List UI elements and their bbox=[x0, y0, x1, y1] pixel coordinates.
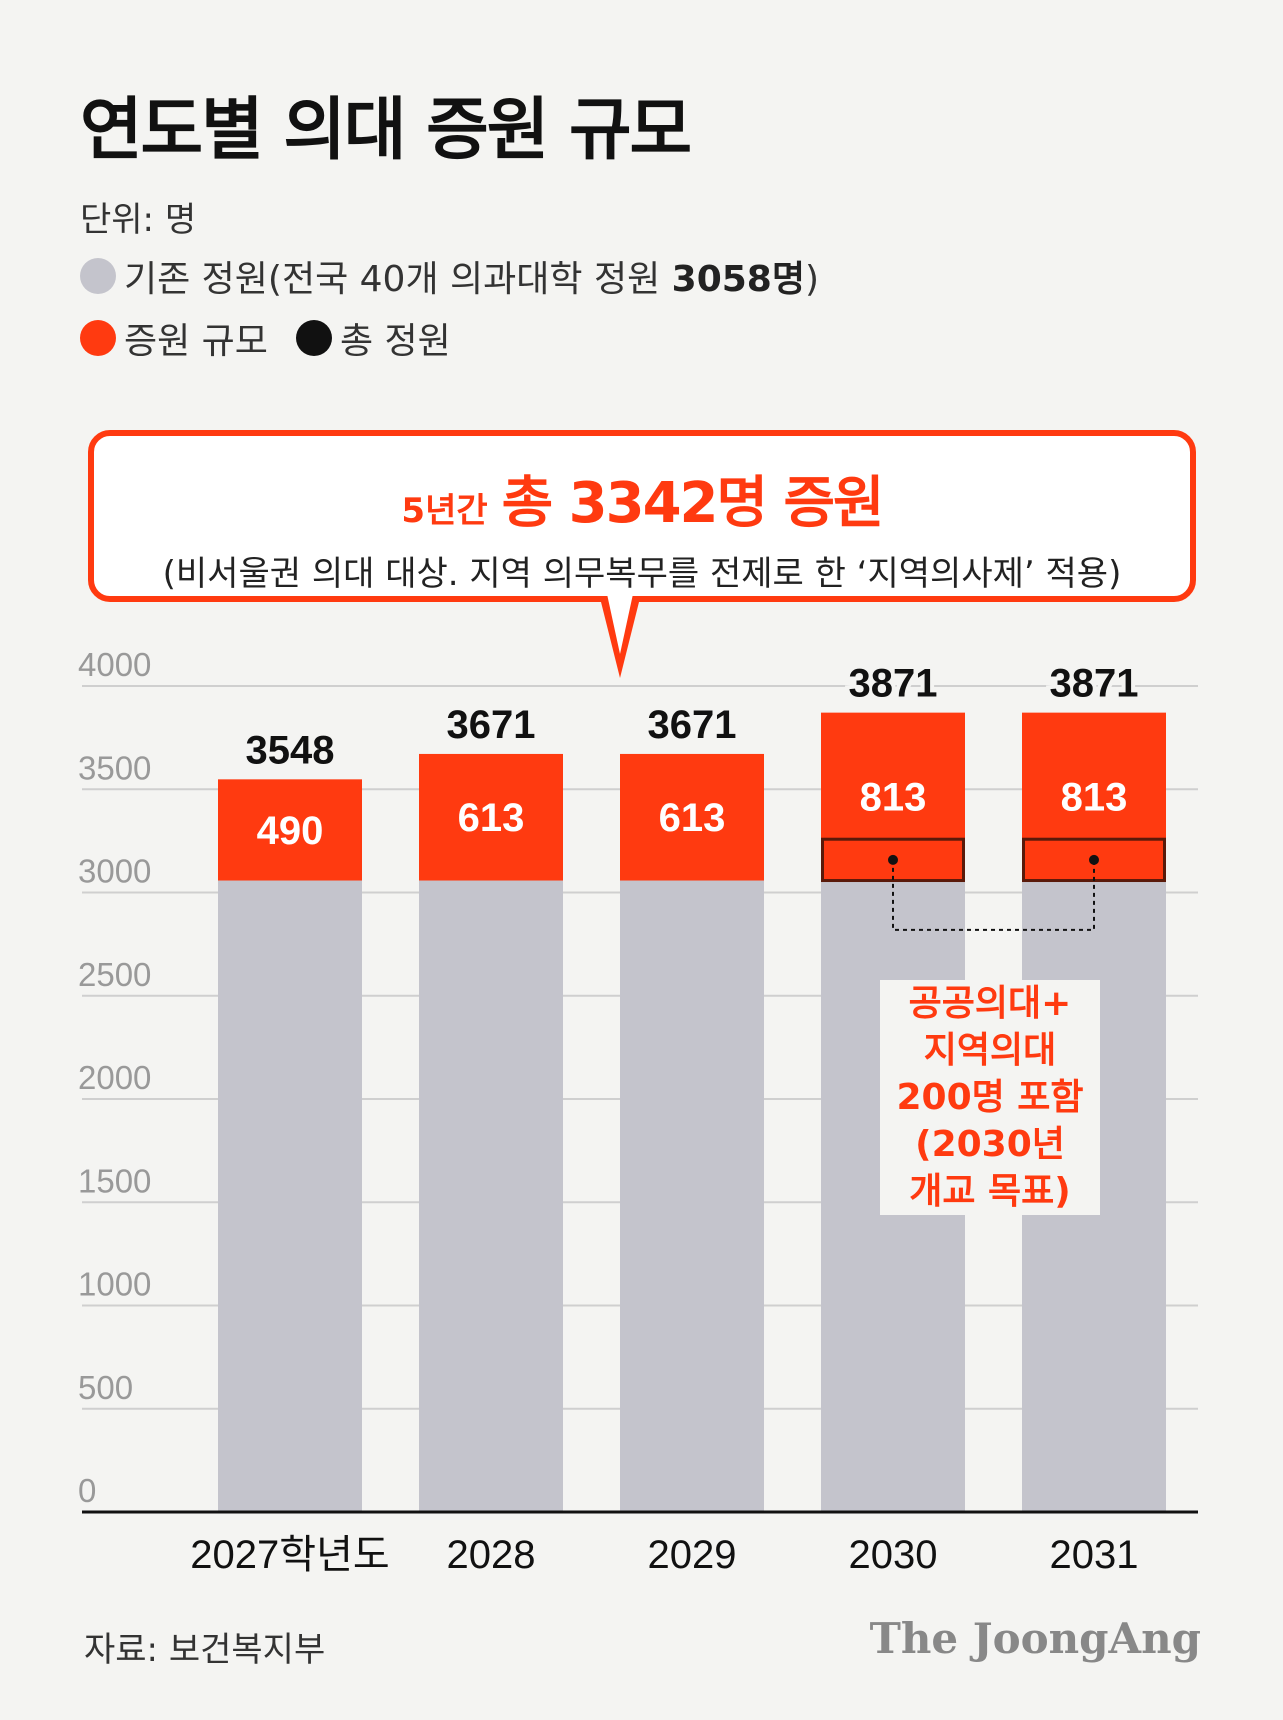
note-line: 지역의대 bbox=[923, 1030, 1057, 1071]
unit-label: 단위: 명 bbox=[80, 200, 197, 240]
legend-existing-dot bbox=[80, 258, 116, 294]
x-tick-label: 2029 bbox=[648, 1533, 737, 1577]
chart-title: 연도별 의대 증원 규모 bbox=[80, 91, 692, 170]
bar-increase bbox=[419, 753, 563, 881]
increase-value-label: 813 bbox=[1061, 776, 1128, 820]
highlight-connector bbox=[892, 859, 1095, 931]
legend-existing-text: 기존 정원(전국 40개 의과대학 정원 3058명) bbox=[124, 259, 820, 300]
callout-total: 총 3342명 증원 bbox=[501, 471, 885, 536]
note-line: 개교 목표) bbox=[909, 1171, 1071, 1212]
y-tick-label: 3500 bbox=[78, 749, 151, 786]
y-tick-label: 2500 bbox=[78, 956, 151, 993]
y-tick-label: 2000 bbox=[78, 1059, 151, 1096]
increase-value-label: 613 bbox=[458, 796, 525, 840]
legend-increase-total: 증원 규모 총 정원 bbox=[80, 312, 479, 364]
y-tick-label: 1500 bbox=[78, 1162, 151, 1199]
increase-value-label: 613 bbox=[659, 796, 726, 840]
total-value-label: 3871 bbox=[849, 662, 938, 706]
highlight-dot bbox=[1089, 854, 1099, 865]
total-value-label: 3548 bbox=[246, 728, 335, 772]
y-tick-label: 500 bbox=[78, 1369, 133, 1406]
callout-subtitle: (비서울권 의대 대상. 지역 의무복무를 전제로 한 ‘지역의사제’ 적용) bbox=[162, 554, 1122, 594]
y-tick-label: 1000 bbox=[78, 1266, 151, 1303]
legend-existing: 기존 정원(전국 40개 의과대학 정원 3058명) bbox=[80, 250, 847, 302]
y-tick-label: 0 bbox=[78, 1472, 96, 1509]
bar-increase bbox=[218, 779, 362, 881]
bar-increase bbox=[1022, 712, 1166, 881]
note-line: (2030년 bbox=[915, 1124, 1065, 1165]
note-line: 200명 포함 bbox=[896, 1077, 1084, 1118]
callout-headline: 5년간 총 3342명 증원 bbox=[94, 458, 1190, 539]
bar-existing bbox=[218, 880, 362, 1512]
total-value-label: 3671 bbox=[648, 703, 737, 747]
x-tick-label: 2031 bbox=[1050, 1533, 1139, 1577]
total-value-label: 3671 bbox=[447, 703, 536, 747]
increase-value-label: 490 bbox=[257, 809, 324, 853]
highlight-portion-box bbox=[821, 837, 965, 883]
callout-pointer bbox=[600, 594, 640, 678]
increase-value-label: 813 bbox=[860, 776, 927, 820]
total-value-label: 3871 bbox=[1050, 662, 1139, 706]
brand-logo: The JoongAng bbox=[869, 1614, 1201, 1663]
legend-increase-dot bbox=[80, 320, 116, 356]
public-medical-school-note: 공공의대+ 지역의대 200명 포함 (2030년 개교 목표) bbox=[880, 980, 1100, 1215]
callout-box: 5년간 총 3342명 증원 (비서울권 의대 대상. 지역 의무복무를 전제로 … bbox=[88, 430, 1196, 602]
legend-total-label: 총 정원 bbox=[339, 321, 451, 362]
x-tick-label: 2028 bbox=[447, 1533, 536, 1577]
bar-increase bbox=[620, 753, 764, 881]
y-tick-label: 4000 bbox=[78, 646, 151, 683]
x-tick-label: 2027학년도 bbox=[190, 1533, 389, 1577]
note-line: 공공의대+ bbox=[908, 983, 1072, 1024]
x-tick-label: 2030 bbox=[849, 1533, 938, 1577]
legend-increase-label: 증원 규모 bbox=[124, 321, 268, 362]
bar-increase bbox=[821, 712, 965, 881]
legend-total-dot bbox=[295, 320, 332, 356]
callout-prefix: 5년간 bbox=[401, 491, 488, 531]
source-label: 자료: 보건복지부 bbox=[84, 1630, 326, 1670]
bar-existing bbox=[620, 880, 764, 1512]
y-tick-label: 3000 bbox=[78, 853, 151, 890]
bar-existing bbox=[419, 880, 563, 1512]
